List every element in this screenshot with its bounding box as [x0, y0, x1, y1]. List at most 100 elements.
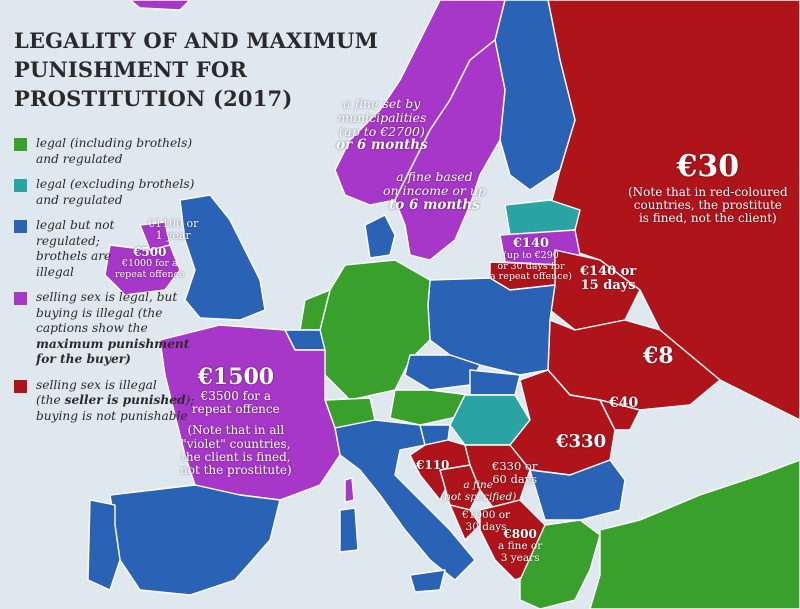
- legend-red-line-1: selling sex is illegal: [36, 377, 157, 392]
- label-uk-2: 1 year: [155, 229, 191, 243]
- label-belarus-1: €140 or: [580, 264, 637, 279]
- legend-red-prefix: (the: [36, 393, 65, 407]
- legend-purple-bold-2: for the buyer): [36, 352, 131, 366]
- country-bulgaria: [529, 459, 626, 521]
- title-line-1: LEGALITY OF AND MAXIMUM: [14, 28, 379, 53]
- legend-blue-line-1: legal but not: [36, 218, 115, 232]
- legend-swatch-blue: [14, 220, 27, 233]
- label-albania-2: a fine or: [498, 540, 543, 553]
- label-uk: €1100 or 1 year: [148, 217, 199, 243]
- map-legend: legal (including brothels) and regulated…: [14, 136, 195, 434]
- legend-blue-line-2: regulated;: [36, 233, 100, 248]
- country-bosnia: [439, 464, 481, 511]
- legend-teal-line-2: and regulated: [36, 192, 123, 207]
- country-moldova: [599, 399, 641, 431]
- label-serbia-2: 60 days: [492, 471, 538, 486]
- label-france-5: "violet" countries,: [181, 436, 291, 451]
- label-sweden: a fine based on income or up to 6 months: [383, 170, 486, 212]
- title-line-3: PROSTITUTION (2017): [14, 86, 293, 111]
- legend-blue-line-3: brothels are: [36, 249, 112, 263]
- label-bosnia-2: (not specified): [440, 490, 517, 503]
- label-serbia-1: €330 or: [492, 459, 538, 473]
- legend-swatch-purple: [14, 292, 27, 305]
- label-latvia-3: or 30 days for: [497, 260, 565, 272]
- legend-item-teal: legal (excluding brothels) and regulated: [14, 177, 195, 208]
- label-france-4: (Note that in all: [187, 423, 285, 438]
- label-bosnia: a fine (not specified): [440, 479, 517, 503]
- country-turkey: [589, 459, 800, 609]
- label-france-2: €3500 for a: [200, 389, 272, 403]
- legend-item-red: selling sex is illegal (the seller is pu…: [14, 377, 194, 425]
- label-latvia-2: (up to €290: [503, 250, 559, 262]
- label-croatia: €110: [416, 458, 450, 472]
- legend-red-line-2: (the seller is punished);: [36, 393, 194, 409]
- legend-teal-line-1: legal (excluding brothels): [36, 177, 195, 191]
- label-albania: €800 a fine or 3 years: [498, 527, 543, 564]
- legend-purple-line-4: maximum punishment: [36, 337, 189, 353]
- label-russia-2: (Note that in red-coloured: [628, 185, 788, 199]
- label-france-3: repeat offence: [191, 402, 280, 417]
- legend-green-line-1: legal (including brothels): [36, 136, 193, 150]
- legend-purple-line-2: buying is illegal (the: [36, 305, 163, 320]
- label-russia-4: is fined, not the client): [638, 211, 777, 226]
- legend-blue-line-4: illegal: [36, 264, 74, 279]
- country-great-britain: [179, 194, 266, 321]
- legend-swatch-red: [14, 379, 27, 393]
- country-greece: [519, 519, 601, 609]
- legend-red-suffix: );: [185, 393, 195, 407]
- label-sweden-3: to 6 months: [389, 196, 480, 213]
- country-france: [159, 324, 341, 501]
- label-belarus: €140 or 15 days: [580, 264, 637, 294]
- label-latvia: €140 (up to €290 or 30 days for a repeat…: [490, 236, 572, 283]
- legend-purple-line-3: captions show the: [36, 321, 148, 335]
- label-ireland-1: €500: [133, 245, 167, 259]
- legend-item-green: legal (including brothels) and regulated: [14, 136, 193, 167]
- country-portugal: [87, 499, 121, 591]
- label-latvia-1: €140: [512, 236, 550, 251]
- country-sweden: [394, 39, 506, 261]
- legend-red-line-3: buying is not punishable: [36, 408, 188, 423]
- map-title: LEGALITY OF AND MAXIMUM PUNISHMENT FOR P…: [14, 26, 394, 113]
- label-latvia-4: a repeat offence): [490, 271, 572, 283]
- legend-swatch-teal: [14, 179, 27, 192]
- label-norway-1: a fine set by: [343, 96, 421, 111]
- label-france-7: not the prostitute): [180, 462, 292, 477]
- label-moldova: €40: [609, 395, 639, 411]
- island-sicily: [409, 569, 446, 593]
- title-line-2: PUNISHMENT FOR: [14, 57, 247, 82]
- label-ireland: €500 €1000 for a repeat offence: [115, 245, 185, 280]
- label-montenegro-2: 30 days: [465, 520, 507, 533]
- legend-swatch-green: [14, 138, 27, 151]
- legend-purple-line-1: selling sex is legal, but: [36, 290, 178, 304]
- country-slovakia: [469, 369, 521, 396]
- label-norway-3: (up to €2700): [338, 123, 425, 139]
- country-estonia: [504, 199, 581, 236]
- legend-red-bold: seller is punished: [64, 393, 186, 407]
- label-norway: a fine set by municipalities (up to €270…: [336, 97, 428, 153]
- label-bosnia-1: a fine: [463, 479, 493, 491]
- island-sardinia: [339, 507, 359, 553]
- label-montenegro: €1000 or 30 days: [462, 509, 511, 533]
- label-ukraine: €8: [643, 343, 674, 369]
- label-albania-1: €800: [503, 527, 537, 541]
- label-montenegro-1: €1000 or: [462, 509, 511, 521]
- country-denmark: [364, 214, 396, 259]
- label-uk-1: €1100 or: [148, 217, 199, 230]
- label-france: €1500 €3500 for a repeat offence (Note t…: [180, 364, 292, 477]
- label-russia-3: countries, the prostitute: [633, 198, 782, 213]
- label-belarus-2: 15 days: [580, 278, 636, 294]
- label-ireland-3: repeat offence: [115, 268, 185, 280]
- legend-purple-line-5: for the buyer): [36, 352, 184, 368]
- island-corsica: [344, 477, 355, 503]
- legend-green-line-2: and regulated: [36, 151, 123, 166]
- country-iceland: [129, 0, 191, 11]
- label-romania: €330: [556, 431, 607, 452]
- label-norway-4: or 6 months: [336, 137, 428, 154]
- label-sweden-2: on income or up: [383, 182, 486, 198]
- legend-purple-bold: maximum punishment: [36, 336, 190, 351]
- label-sweden-1: a fine based: [396, 169, 473, 184]
- legend-item-blue: legal but not regulated; brothels are il…: [14, 218, 184, 280]
- label-norway-2: municipalities: [337, 109, 427, 125]
